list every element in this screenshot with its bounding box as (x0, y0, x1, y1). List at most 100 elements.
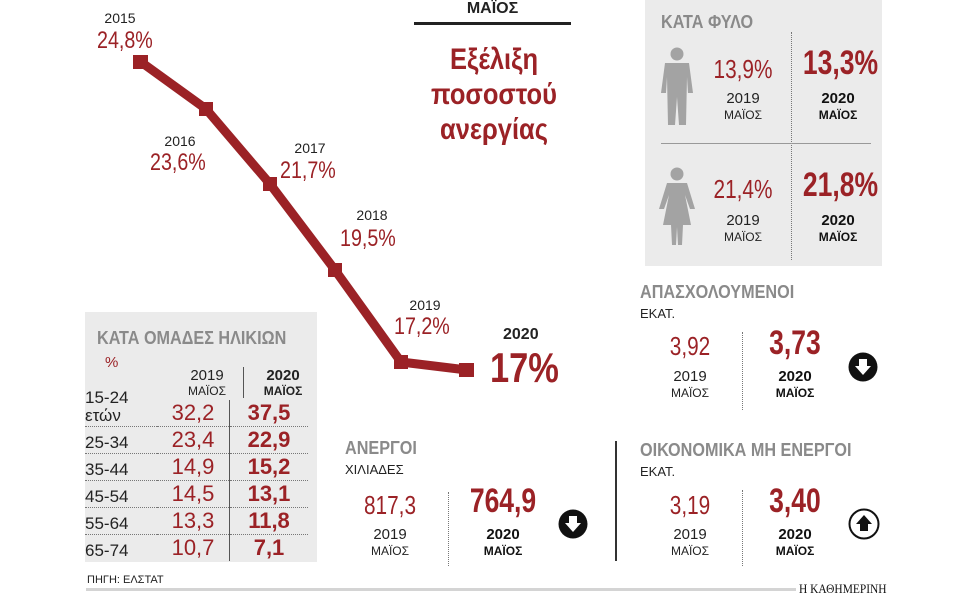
year-2019-text: 2019 (673, 368, 707, 385)
inactive-title: ΟΙΚΟΝΟΜΙΚΑ ΜΗ ΕΝΕΡΓΟΙ (640, 440, 852, 460)
age-group: 45-54 (85, 480, 157, 508)
unemployed-unit: ΧΙΛΙΑΔΕΣ (345, 462, 404, 477)
month-label: ΜΑΪΟΣ (466, 0, 519, 17)
inactive-2019-label: 2019 ΜΑΪΟΣ (655, 526, 725, 560)
year-2020-text: 2020 (821, 212, 855, 229)
employed-2020-value: 3,73 (769, 324, 821, 362)
month-text: ΜΑΪΟΣ (370, 544, 410, 558)
age-col-2019-header: 2019 ΜΑΪΟΣ (171, 367, 243, 398)
table-row: ετών 32,2 37,5 (85, 400, 308, 427)
inactive-2020-value: 3,40 (769, 482, 821, 520)
value-label-2016: 23,6% (150, 149, 206, 176)
down-arrow-icon (558, 509, 588, 539)
employed-2019-label: 2019 ΜΑΪΟΣ (655, 368, 725, 402)
unemployed-section: ΑΝΕΡΓΟΙ ΧΙΛΙΑΔΕΣ 817,3 2019 ΜΑΪΟΣ 764,9 … (345, 438, 595, 566)
year-2020-text: 2020 (778, 526, 812, 543)
age-2020-value: 7,1 (229, 534, 308, 561)
age-2020-value: 11,8 (229, 507, 308, 535)
year-2020-text: 2020 (778, 368, 812, 385)
chart-title: Εξέλιξη ποσοστού ανεργίας (414, 42, 574, 147)
age-group: 25-34 (85, 426, 157, 454)
gender-panel: ΚΑΤΑ ΦΥΛΟ 13,9% 2019 ΜΑΪΟΣ 13,3% 2020 ΜΑ… (645, 0, 882, 266)
publisher-logo: Η ΚΑΘΗΜΕΡΙΝΗ (799, 581, 887, 596)
value-label-2015: 24,8% (97, 27, 153, 54)
men-2020-label: 2020 ΜΑΪΟΣ (793, 90, 883, 124)
inactive-2019-value: 3,19 (669, 490, 711, 520)
month-text: ΜΑΪΟΣ (775, 386, 815, 400)
age-2020-value: 13,1 (229, 480, 308, 508)
month-text: ΜΑΪΟΣ (187, 384, 227, 398)
year-2020-text: 2020 (266, 367, 300, 384)
age-col-2020-header: 2020 ΜΑΪΟΣ (243, 367, 322, 398)
month-text: ΜΑΪΟΣ (723, 108, 763, 122)
woman-icon (659, 167, 695, 245)
employed-2019-value: 3,92 (669, 331, 711, 361)
year-2019-text: 2019 (373, 526, 407, 543)
employed-2020-label: 2020 ΜΑΪΟΣ (750, 368, 840, 402)
month-text: ΜΑΪΟΣ (670, 544, 710, 558)
unemployment-line-chart (133, 55, 474, 377)
value-label-2019: 17,2% (394, 313, 450, 340)
unemployed-2020-value: 764,9 (469, 482, 537, 520)
unemployed-title: ΑΝΕΡΓΟΙ (345, 438, 417, 458)
source-label: ΠΗΓΗ: ΕΛΣΤΑΤ (87, 574, 164, 586)
title-line-1: Εξέλιξη (449, 43, 539, 76)
man-icon (661, 47, 693, 125)
inactive-divider (742, 490, 743, 566)
women-2019-value: 21,4% (713, 174, 773, 204)
year-label-2018: 2018 (356, 207, 388, 223)
women-2020-value: 21,8% (802, 166, 879, 204)
year-2020-text: 2020 (486, 526, 520, 543)
table-row: 55-64 13,3 11,8 (85, 507, 308, 535)
men-2019-value: 13,9% (713, 54, 773, 84)
inactive-section: ΟΙΚΟΝΟΜΙΚΑ ΜΗ ΕΝΕΡΓΟΙ ΕΚΑΤ. 3,19 2019 ΜΑ… (640, 440, 900, 566)
table-row: 65-74 10,7 7,1 (85, 534, 308, 561)
age-2020-value: 37,5 (229, 400, 308, 427)
age-2019-value: 14,9 (157, 453, 230, 481)
month-text: ΜΑΪΟΣ (670, 386, 710, 400)
unemployed-2019-label: 2019 ΜΑΪΟΣ (350, 526, 430, 560)
employed-divider (742, 332, 743, 410)
women-2020-label: 2020 ΜΑΪΟΣ (793, 212, 883, 246)
year-label-2017: 2017 (294, 140, 326, 156)
year-label-2020: 2020 (503, 326, 539, 343)
month-underline (414, 22, 571, 25)
month-heading: ΜΑΪΟΣ (414, 0, 571, 25)
title-line-3: ανεργίας (440, 113, 548, 146)
gender-divider-vertical (791, 32, 792, 260)
age-groups-title: ΚΑΤΑ ΟΜΑΔΕΣ ΗΛΙΚΙΩΝ (97, 328, 287, 348)
year-label-2015: 2015 (104, 10, 136, 26)
unemployed-2019-value: 817,3 (363, 490, 417, 520)
age-2019-value: 14,5 (157, 480, 230, 508)
men-2020-value: 13,3% (802, 44, 879, 82)
value-label-2017: 21,7% (280, 157, 336, 184)
age-groups-table: ετών 32,2 37,5 25-34 23,4 22,9 35-44 14,… (85, 400, 308, 561)
title-line-2: ποσοστού (431, 78, 557, 111)
age-2019-value: 23,4 (157, 426, 230, 454)
inactive-unit: ΕΚΑΤ. (640, 464, 676, 479)
month-text: ΜΑΪΟΣ (263, 384, 303, 398)
age-group: 35-44 (85, 453, 157, 481)
women-2019-label: 2019 ΜΑΪΟΣ (703, 212, 783, 246)
month-text: ΜΑΪΟΣ (818, 230, 858, 244)
unemployed-2020-label: 2020 ΜΑΪΟΣ (453, 526, 553, 560)
table-row: 45-54 14,5 13,1 (85, 480, 308, 508)
year-2019-text: 2019 (190, 367, 224, 384)
inactive-2020-label: 2020 ΜΑΪΟΣ (750, 526, 840, 560)
age-groups-unit: % (105, 354, 119, 371)
gender-title: ΚΑΤΑ ΦΥΛΟ (661, 12, 754, 32)
month-text: ΜΑΪΟΣ (775, 544, 815, 558)
age-2019-value: 13,3 (157, 507, 230, 535)
men-2019-label: 2019 ΜΑΪΟΣ (703, 90, 783, 124)
employed-unit: ΕΚΑΤ. (640, 306, 676, 321)
month-text: ΜΑΪΟΣ (723, 230, 763, 244)
table-row: 25-34 23,4 22,9 (85, 426, 308, 454)
footer-rule (86, 588, 796, 591)
month-text: ΜΑΪΟΣ (818, 108, 858, 122)
age-group: 65-74 (85, 541, 129, 560)
unemployed-divider (448, 492, 449, 566)
year-2020-text: 2020 (821, 90, 855, 107)
year-label-2019: 2019 (409, 297, 441, 313)
employed-title: ΑΠΑΣΧΟΛΟΥΜΕΝΟΙ (640, 282, 795, 302)
age-2019-value: 32,2 (157, 400, 230, 427)
